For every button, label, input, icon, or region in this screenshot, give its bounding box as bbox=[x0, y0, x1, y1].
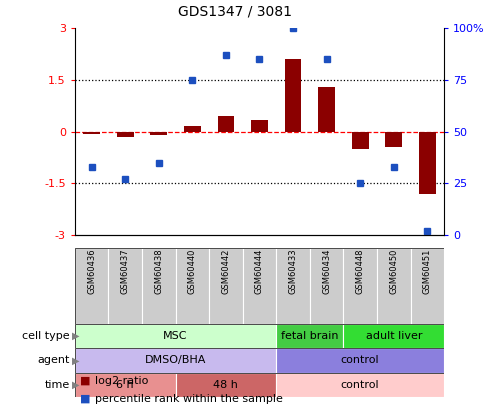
Text: GSM60451: GSM60451 bbox=[423, 248, 432, 294]
Bar bbox=[276, 248, 310, 324]
Text: GSM60442: GSM60442 bbox=[222, 248, 231, 294]
Bar bbox=[310, 248, 343, 324]
Text: ■: ■ bbox=[80, 394, 90, 404]
Text: fetal brain: fetal brain bbox=[281, 331, 339, 341]
Bar bbox=[117, 132, 134, 137]
Bar bbox=[83, 132, 100, 134]
Bar bbox=[251, 119, 268, 132]
Bar bbox=[108, 248, 142, 324]
Text: 48 h: 48 h bbox=[214, 380, 239, 390]
Text: GSM60444: GSM60444 bbox=[255, 248, 264, 294]
Bar bbox=[142, 248, 176, 324]
Bar bbox=[284, 59, 301, 132]
Text: DMSO/BHA: DMSO/BHA bbox=[145, 356, 206, 365]
Text: MSC: MSC bbox=[163, 331, 188, 341]
Text: ▶: ▶ bbox=[72, 380, 80, 390]
Bar bbox=[411, 248, 444, 324]
Bar bbox=[276, 324, 343, 348]
Text: percentile rank within the sample: percentile rank within the sample bbox=[95, 394, 283, 404]
Bar bbox=[75, 248, 108, 324]
Bar bbox=[176, 373, 276, 397]
Text: GSM60448: GSM60448 bbox=[356, 248, 365, 294]
Bar bbox=[75, 248, 444, 324]
Text: GSM60450: GSM60450 bbox=[389, 248, 398, 294]
Bar bbox=[75, 373, 176, 397]
Text: control: control bbox=[341, 356, 380, 365]
Bar bbox=[318, 87, 335, 132]
Bar bbox=[352, 132, 369, 149]
Text: 6 h: 6 h bbox=[116, 380, 134, 390]
Bar bbox=[276, 373, 444, 397]
Bar bbox=[419, 132, 436, 194]
Text: cell type: cell type bbox=[22, 331, 70, 341]
Bar bbox=[343, 248, 377, 324]
Bar bbox=[209, 248, 243, 324]
Text: agent: agent bbox=[37, 356, 70, 365]
Text: GSM60436: GSM60436 bbox=[87, 248, 96, 294]
Text: GSM60438: GSM60438 bbox=[154, 248, 163, 294]
Bar bbox=[75, 324, 276, 348]
Text: ■: ■ bbox=[80, 376, 90, 386]
Text: adult liver: adult liver bbox=[365, 331, 422, 341]
Bar bbox=[377, 248, 411, 324]
Text: GSM60433: GSM60433 bbox=[288, 248, 297, 294]
Text: control: control bbox=[341, 380, 380, 390]
Text: ▶: ▶ bbox=[72, 356, 80, 365]
Bar bbox=[176, 248, 209, 324]
Text: GSM60434: GSM60434 bbox=[322, 248, 331, 294]
Text: log2 ratio: log2 ratio bbox=[95, 376, 148, 386]
Bar bbox=[276, 348, 444, 373]
Text: GSM60437: GSM60437 bbox=[121, 248, 130, 294]
Text: time: time bbox=[44, 380, 70, 390]
Bar bbox=[343, 324, 444, 348]
Bar bbox=[184, 126, 201, 132]
Bar bbox=[218, 116, 235, 132]
Bar bbox=[243, 248, 276, 324]
Bar bbox=[150, 132, 167, 135]
Bar bbox=[385, 132, 402, 147]
Text: ▶: ▶ bbox=[72, 331, 80, 341]
Text: GDS1347 / 3081: GDS1347 / 3081 bbox=[178, 4, 291, 18]
Bar bbox=[75, 348, 276, 373]
Text: GSM60440: GSM60440 bbox=[188, 248, 197, 294]
